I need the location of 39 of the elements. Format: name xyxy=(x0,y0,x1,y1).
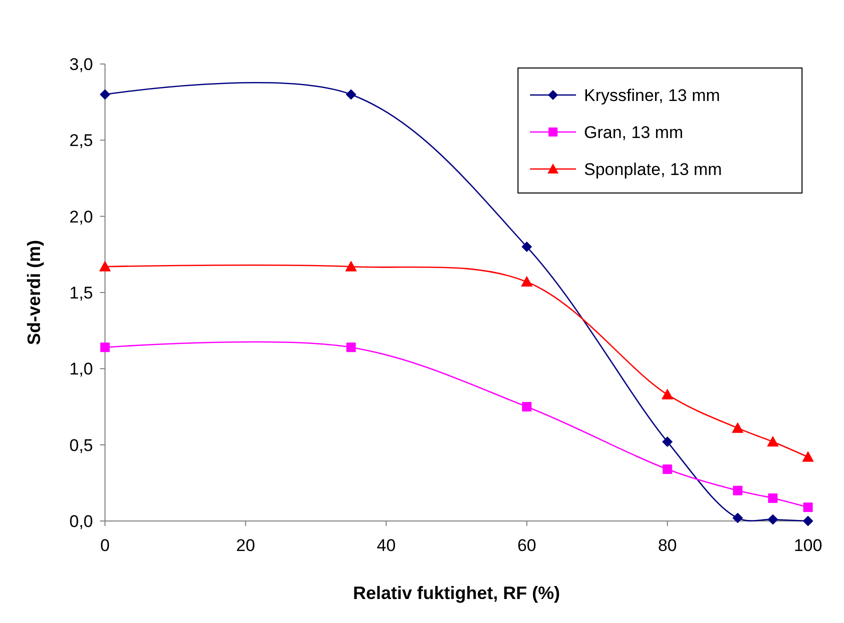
x-axis-title: Relativ fuktighet, RF (%) xyxy=(352,583,560,603)
point xyxy=(803,502,813,512)
y-tick-label: 0,0 xyxy=(69,512,93,531)
point xyxy=(802,451,814,462)
point xyxy=(522,402,532,412)
point xyxy=(662,464,672,474)
point xyxy=(521,276,533,287)
y-axis-title: Sd-verdi (m) xyxy=(24,240,44,346)
x-tick-label: 100 xyxy=(794,536,822,555)
point xyxy=(662,436,673,448)
legend-label: Sponplate, 13 mm xyxy=(584,160,722,179)
point xyxy=(662,388,674,400)
y-tick-label: 3,0 xyxy=(69,54,93,74)
point xyxy=(802,516,814,526)
legend-label: Kryssfiner, 13 mm xyxy=(584,86,720,105)
x-tick-label: 20 xyxy=(236,536,256,555)
y-tick-label: 1,0 xyxy=(69,360,93,379)
point xyxy=(345,260,357,272)
x-tick-label: 80 xyxy=(658,536,677,555)
y-tick-label: 0,5 xyxy=(69,436,93,455)
point xyxy=(99,260,111,272)
point xyxy=(100,342,110,352)
point xyxy=(346,89,356,100)
x-tick-label: 60 xyxy=(517,536,536,555)
x-tick-label: 40 xyxy=(376,536,396,555)
point xyxy=(100,89,110,100)
y-tick-label: 2,5 xyxy=(69,131,93,150)
point xyxy=(522,242,532,252)
legend-label: Gran, 13 mm xyxy=(584,122,684,142)
point xyxy=(732,512,743,524)
y-tick-label: 2,0 xyxy=(69,207,93,226)
x-tick-label: 0 xyxy=(100,536,110,555)
point xyxy=(346,342,356,352)
y-tick-label: 1,5 xyxy=(69,283,93,302)
point xyxy=(767,436,779,447)
point xyxy=(732,486,742,496)
point xyxy=(768,514,778,525)
point xyxy=(732,422,744,433)
point xyxy=(768,493,778,503)
